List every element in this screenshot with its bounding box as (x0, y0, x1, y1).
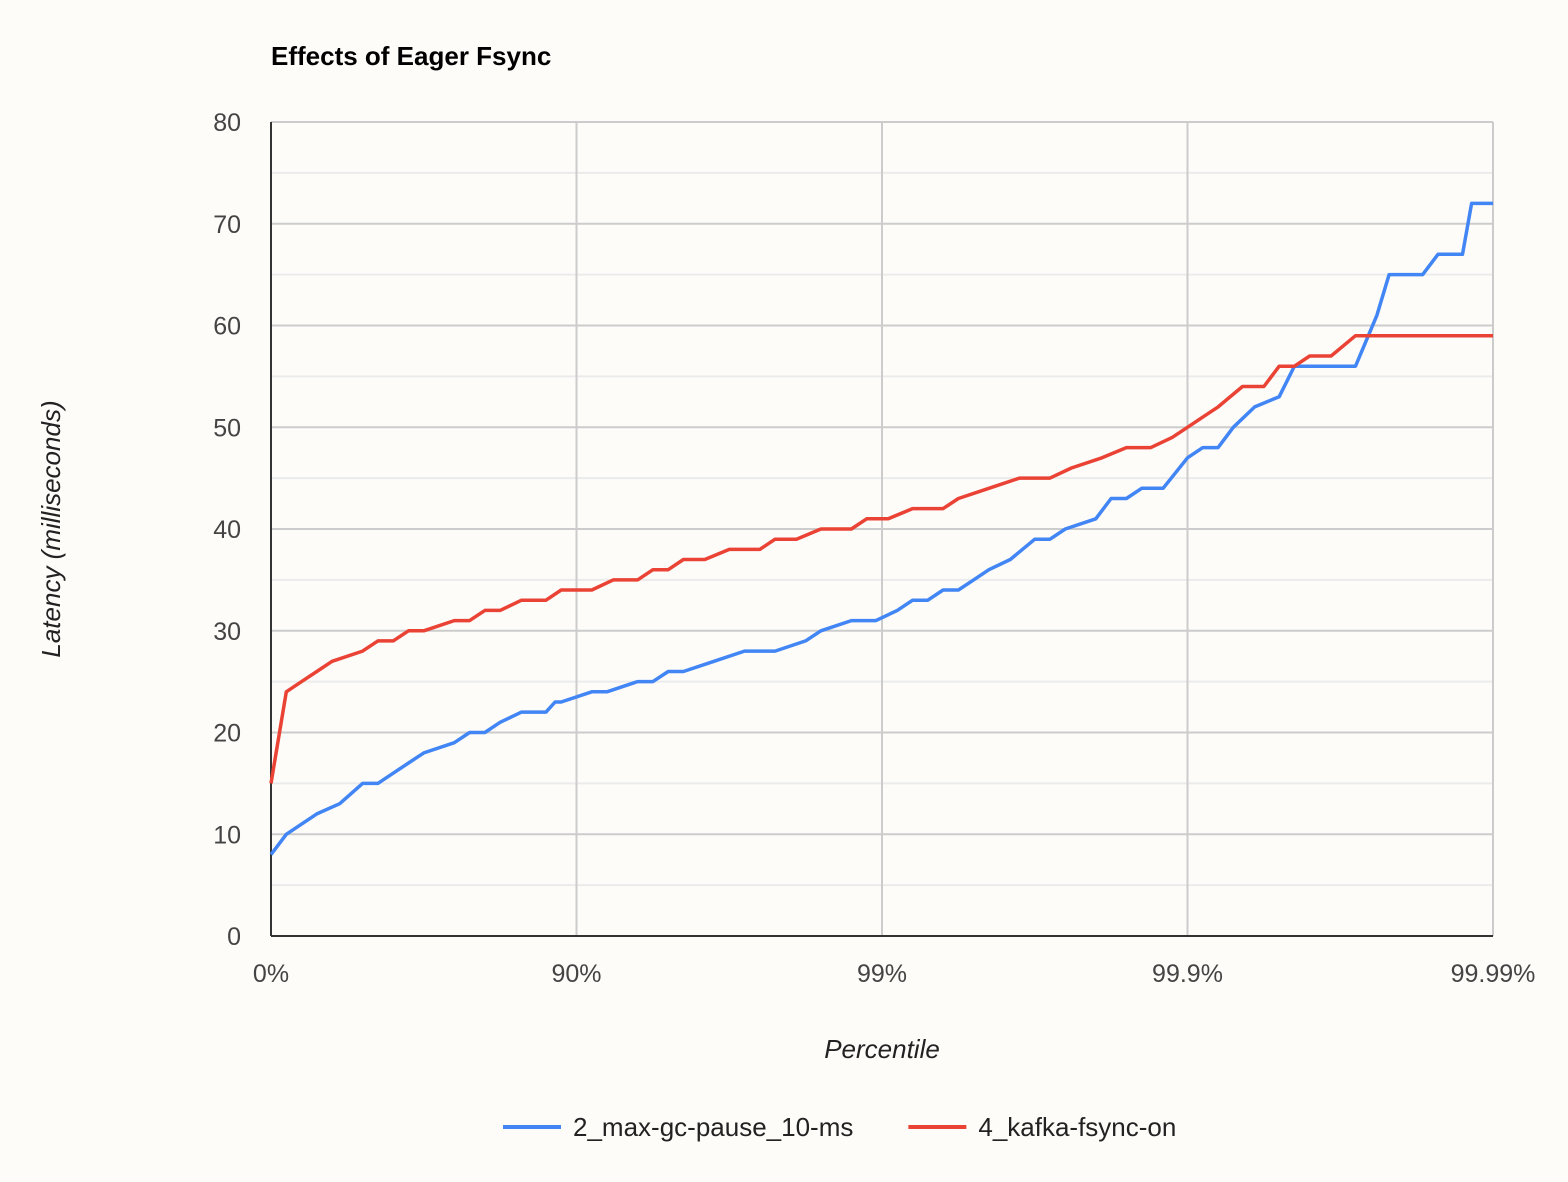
y-tick-label: 20 (213, 720, 241, 748)
series-line-2 (269, 333, 1493, 784)
y-tick-label: 40 (213, 516, 241, 544)
y-tick-label: 70 (213, 211, 241, 239)
y-tick-label: 60 (213, 313, 241, 341)
y-tick-label: 30 (213, 618, 241, 646)
axes: 0 10 20 30 40 50 60 70 80 0% 90% 99% 99.9% 99.99% (213, 109, 1535, 988)
y-axis-title: Latency (milliseconds) (36, 400, 66, 657)
grid (271, 121, 1494, 936)
legend: 2_max-gc-pause_10-ms 4_kafka-fsync-on (503, 1112, 1176, 1142)
x-tick-label: 99% (857, 960, 907, 988)
legend-label: 4_kafka-fsync-on (978, 1112, 1176, 1142)
x-axis-title: Percentile (824, 1034, 940, 1064)
legend-label: 2_max-gc-pause_10-ms (573, 1112, 853, 1142)
y-tick-label: 80 (213, 109, 241, 137)
x-tick-label: 99.99% (1451, 960, 1536, 988)
y-tick-label: 10 (213, 821, 241, 849)
legend-item-1[interactable]: 2_max-gc-pause_10-ms (503, 1112, 853, 1142)
x-tick-label: 99.9% (1152, 960, 1223, 988)
legend-item-2[interactable]: 4_kafka-fsync-on (908, 1112, 1176, 1142)
series-line-1 (269, 201, 1493, 856)
x-tick-label: 90% (551, 960, 601, 988)
chart-title: Effects of Eager Fsync (271, 41, 551, 71)
series-lines (269, 201, 1493, 856)
x-tick-label: 0% (253, 960, 289, 988)
y-tick-label: 50 (213, 414, 241, 442)
y-tick-label: 0 (227, 923, 241, 951)
